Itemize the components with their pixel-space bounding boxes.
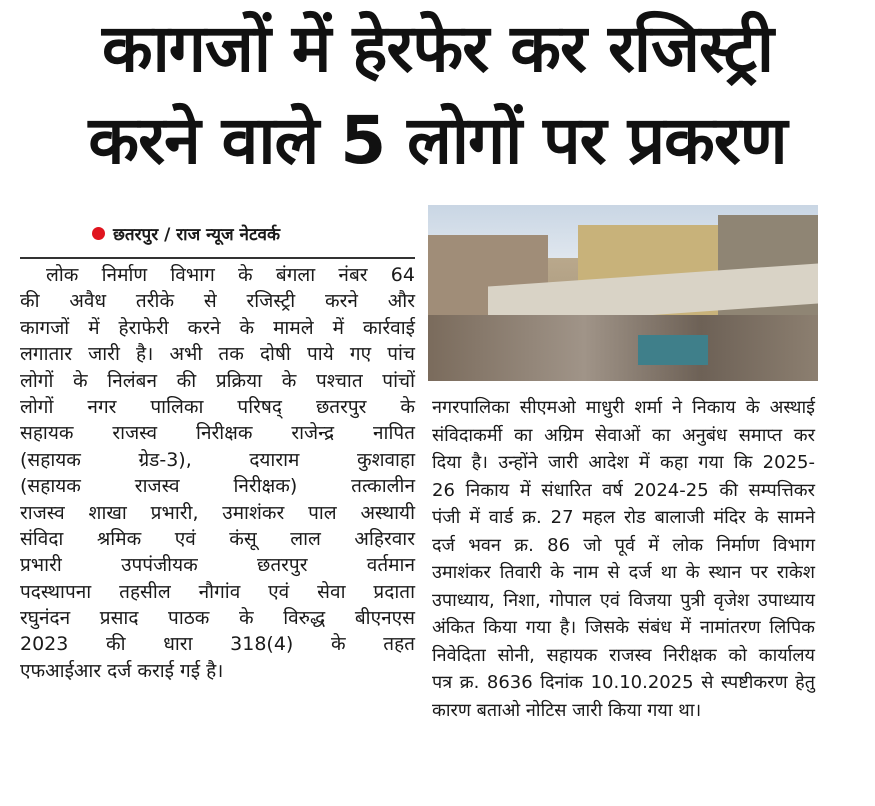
text-line: संविदा श्रमिक एवं कंसू लाल अहिरवार	[20, 527, 415, 550]
text-line: (सहायक ग्रेड-3), दयाराम कुशवाहा	[20, 448, 415, 471]
text-line: अंकित किया गया है। जिसके संबंध में नामां…	[432, 617, 815, 638]
text-line: पत्र क्र. 8636 दिनांक 10.10.2025 से स्पष…	[432, 672, 815, 693]
byline-text: छतरपुर / राज न्यूज नेटवर्क	[113, 225, 281, 245]
text-line: उपाध्याय, निशा, गोपाल एवं विजया पुत्री व…	[432, 589, 815, 611]
byline: छतरपुर / राज न्यूज नेटवर्क	[92, 222, 280, 245]
text-line: कारण बताओ नोटिस जारी किया गया था।	[432, 699, 702, 721]
text-line: संविदाकर्मी का अग्रिम सेवाओं का अनुबंध स…	[432, 424, 815, 446]
left-column-text: लोक निर्माण विभाग के बंगला नंबर 64 की अवै…	[20, 262, 415, 684]
text-line: नगरपालिका सीएमओ माधुरी शर्मा ने निकाय के…	[432, 397, 815, 418]
divider	[20, 257, 415, 259]
text-line: लोगों नगर पालिका परिषद् छतरपुर के	[20, 395, 415, 418]
photo-shop-front	[638, 335, 708, 365]
text-line: लगातार जारी है। अभी तक दोषी पाये गए पांच	[20, 343, 415, 366]
headline-line-1: कागजों में हेरफेर कर रजिस्ट्री	[101, 10, 774, 87]
text-line: 2023 की धारा 318(4) के तहत	[20, 633, 415, 656]
text-line: दिया है। उन्होंने जारी आदेश में कहा गया …	[432, 452, 815, 473]
text-line: दर्ज भवन क्र. 86 जो पूर्व में लोक निर्मा…	[432, 534, 815, 556]
text-line: निवेदिता सोनी, सहायक राजस्व निरीक्षक को …	[432, 644, 815, 666]
text-line: पंजी में वार्ड क्र. 27 महल रोड बालाजी मं…	[432, 507, 815, 528]
red-dot-icon	[92, 227, 105, 240]
text-line: की अवैध तरीके से रजिस्ट्री करने और	[20, 290, 415, 313]
text-line: (सहायक राजस्व निरीक्षक) तत्कालीन	[20, 475, 415, 498]
text-line: रघुनंदन प्रसाद पाठक के विरुद्ध बीएनएस	[20, 607, 415, 630]
right-column-text: नगरपालिका सीएमओ माधुरी शर्मा ने निकाय के…	[432, 394, 815, 724]
text-line: प्रभारी उपपंजीयक छतरपुर वर्तमान	[20, 554, 415, 577]
text-line: 26 निकाय में संधारित वर्ष 2024-25 की सम्…	[432, 479, 815, 501]
text-line: पदस्थापना तहसील नौगांव एवं सेवा प्रदाता	[20, 580, 415, 603]
news-photo	[428, 205, 818, 381]
text-line: सहायक राजस्व निरीक्षक राजेन्द्र नापित	[20, 422, 415, 445]
headline-line-2: करने वाले 5 लोगों पर प्रकरण	[88, 102, 787, 179]
text-line: लोगों के निलंबन की प्रक्रिया के पश्चात प…	[20, 369, 415, 392]
text-line: उमाशंकर तिवारी के नाम से दर्ज था के स्था…	[432, 562, 815, 583]
text-line: एफआईआर दर्ज कराई गई है।	[20, 659, 224, 682]
photo-stalls	[428, 315, 818, 381]
text-line: कागजों में हेराफेरी करने के मामले में का…	[20, 316, 415, 339]
text-line: राजस्व शाखा प्रभारी, उमाशंकर पाल अस्थायी	[20, 501, 415, 524]
text-line: लोक निर्माण विभाग के बंगला नंबर 64	[46, 264, 415, 286]
